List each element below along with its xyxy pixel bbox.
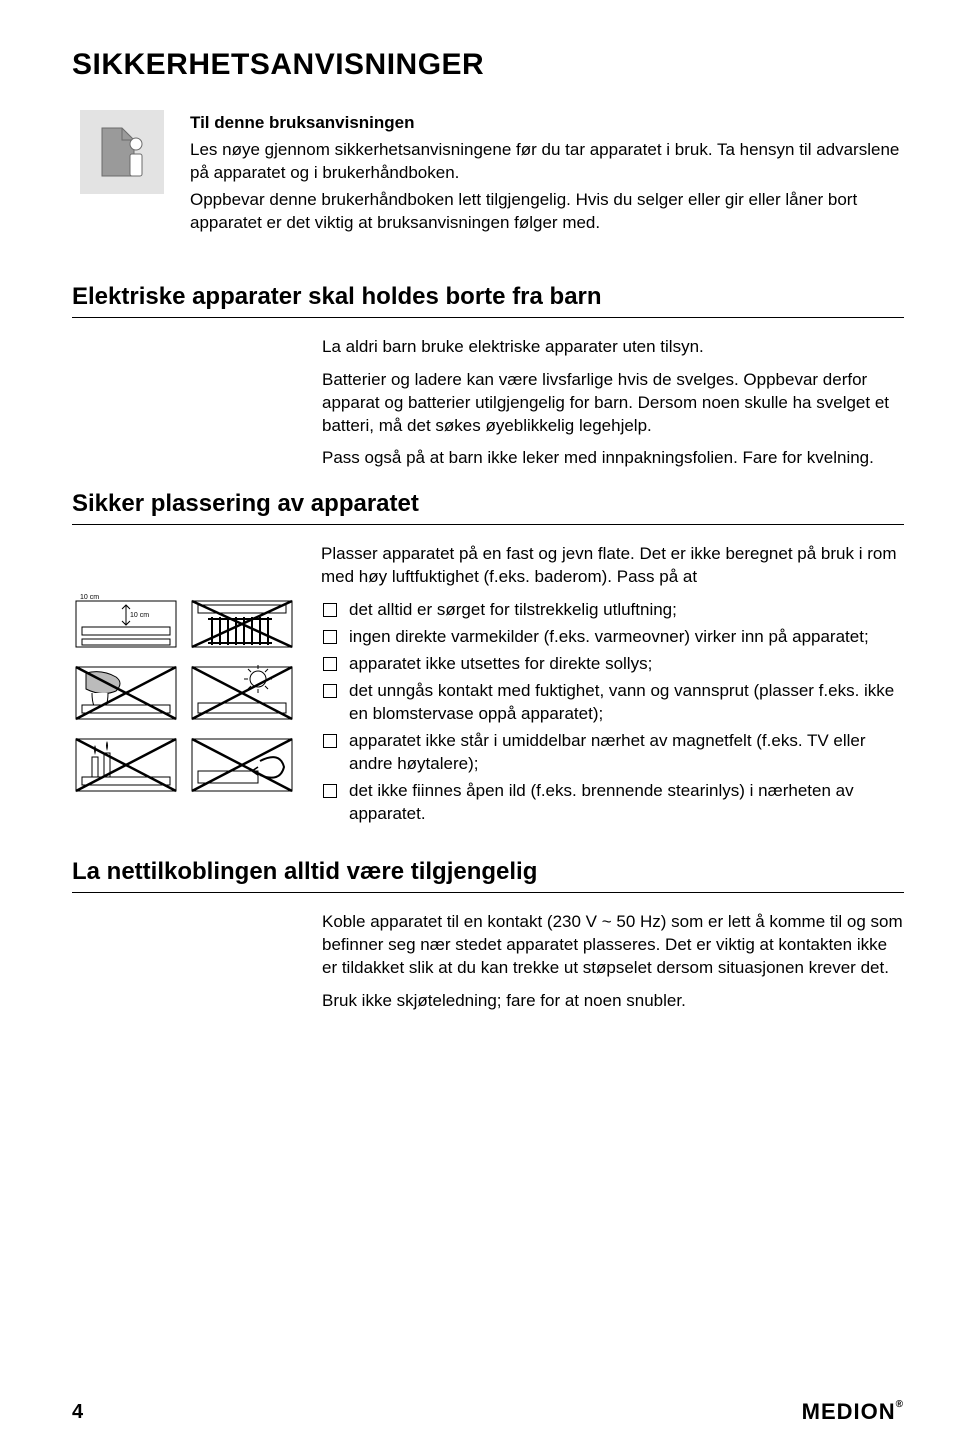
page-footer: 4 MEDION®: [72, 1399, 904, 1425]
section1-p3: Pass også på at barn ikke leker med innp…: [322, 447, 904, 470]
brand-logo: MEDION®: [802, 1399, 904, 1425]
section1-p2: Batterier og ladere kan være livsfarlige…: [322, 369, 904, 438]
intro-p2: Oppbevar denne brukerhåndboken lett tilg…: [190, 189, 904, 235]
intro-subtitle: Til denne bruksanvisningen: [190, 112, 904, 135]
intro-p1: Les nøye gjennom sikkerhetsanvisningene …: [190, 139, 904, 185]
info-icon: [80, 110, 164, 194]
section3-p2: Bruk ikke skjøteledning; fare for at noe…: [322, 990, 904, 1013]
list-item: apparatet ikke utsettes for direkte soll…: [321, 653, 904, 676]
list-item: ingen direkte varmekilder (f.eks. varmeo…: [321, 626, 904, 649]
rule: [72, 524, 904, 525]
intro-block: Til denne bruksanvisningen Les nøye gjen…: [72, 110, 904, 235]
section2-body: 10 cm 10 cm: [72, 543, 904, 829]
section3-title: La nettilkoblingen alltid være tilgjenge…: [72, 858, 904, 892]
list-item: det ikke fiinnes åpen ild (f.eks. brenne…: [321, 780, 904, 826]
section3-p1: Koble apparatet til en kontakt (230 V ~ …: [322, 911, 904, 980]
section2-checklist: det alltid er sørget for tilstrekkelig u…: [321, 599, 904, 825]
section1-body: La aldri barn bruke elektriske apparater…: [322, 336, 904, 471]
svg-text:10 cm: 10 cm: [130, 612, 149, 619]
section1-title: Elektriske apparater skal holdes borte f…: [72, 283, 904, 317]
intro-text: Til denne bruksanvisningen Les nøye gjen…: [190, 110, 904, 235]
section3-body: Koble apparatet til en kontakt (230 V ~ …: [322, 911, 904, 1013]
section2-title: Sikker plassering av apparatet: [72, 490, 904, 524]
placement-illustration: 10 cm 10 cm: [72, 543, 297, 802]
section1-p1: La aldri barn bruke elektriske apparater…: [322, 336, 904, 359]
rule: [72, 892, 904, 893]
svg-text:10 cm: 10 cm: [80, 594, 99, 601]
list-item: apparatet ikke står i umiddelbar nærhet …: [321, 730, 904, 776]
section2-p1: Plasser apparatet på en fast og jevn fla…: [321, 543, 904, 589]
list-item: det unngås kontakt med fuktighet, vann o…: [321, 680, 904, 726]
page-title: SIKKERHETSANVISNINGER: [72, 48, 904, 82]
rule: [72, 317, 904, 318]
list-item: det alltid er sørget for tilstrekkelig u…: [321, 599, 904, 622]
page-number: 4: [72, 1401, 83, 1424]
